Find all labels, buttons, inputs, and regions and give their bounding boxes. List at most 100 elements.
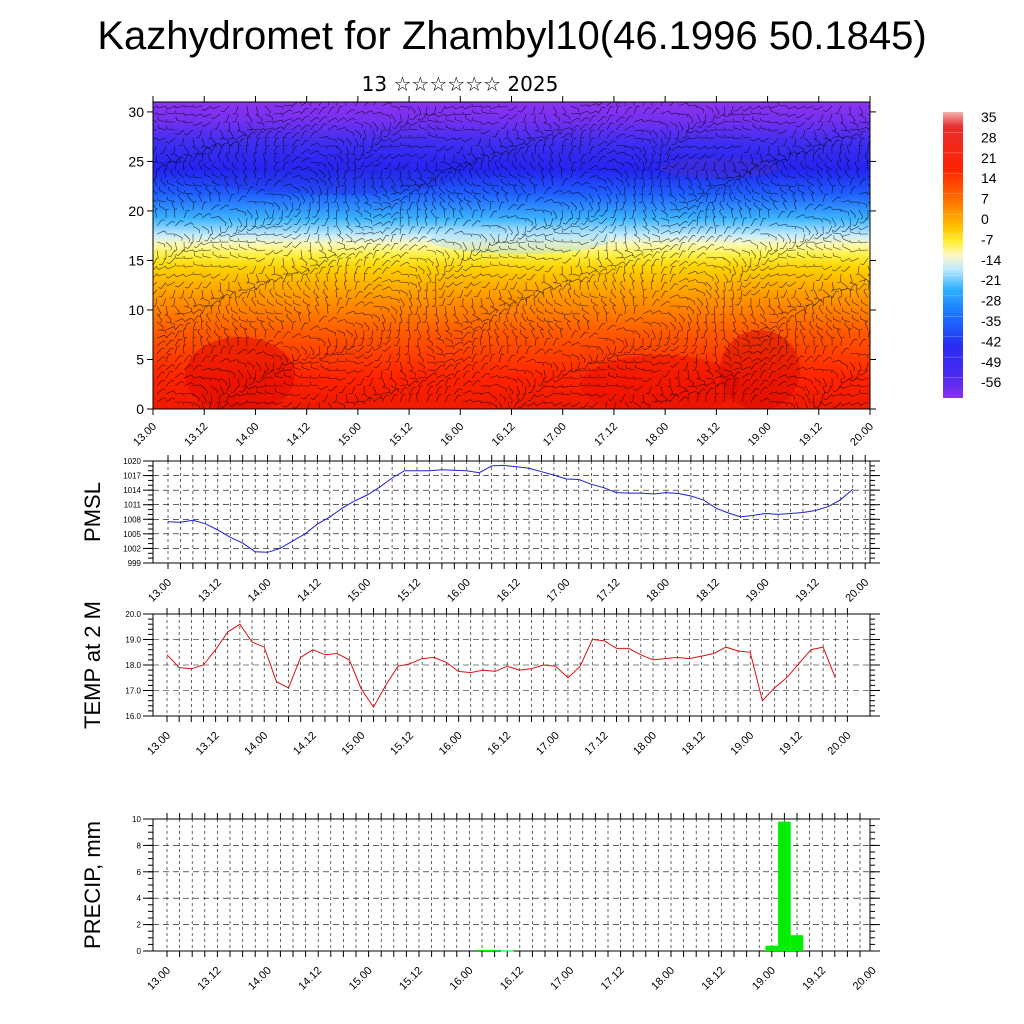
field-blob xyxy=(210,166,450,194)
precip-bar xyxy=(500,950,514,952)
y-tick-label: 999 xyxy=(128,559,142,568)
x-tick-label: 15.12 xyxy=(387,421,415,449)
x-tick-label: 16.00 xyxy=(445,577,473,605)
x-tick-label: 17.12 xyxy=(592,421,620,449)
x-tick-label: 18.12 xyxy=(700,965,728,993)
page-title: Kazhydromet for Zhambyl10(46.1996 50.184… xyxy=(97,14,927,58)
x-tick-label: 16.00 xyxy=(448,965,476,993)
y-tick-label: 2 xyxy=(137,921,142,930)
x-tick-label: 14.12 xyxy=(291,730,319,758)
x-tick-label: 14.00 xyxy=(242,730,270,758)
field-blob xyxy=(580,355,740,409)
colorbar-label: 35 xyxy=(981,109,997,125)
x-tick-label: 19.12 xyxy=(777,730,805,758)
colorbar-label: -49 xyxy=(981,354,1001,370)
x-tick-label: 13.00 xyxy=(145,965,173,993)
x-tick-label: 13.12 xyxy=(194,730,222,758)
x-tick-label: 17.00 xyxy=(541,421,569,449)
x-tick-label: 17.00 xyxy=(534,730,562,758)
x-tick-label: 19.00 xyxy=(728,730,756,758)
colorbar-label: 0 xyxy=(981,211,989,227)
pmsl-series-line xyxy=(167,464,854,553)
x-tick-label: 13.12 xyxy=(182,421,210,449)
y-tick-label: 18.0 xyxy=(125,661,141,670)
y-tick-label: 6 xyxy=(137,868,142,877)
x-tick-label: 19.12 xyxy=(794,577,822,605)
x-tick-label: 16.00 xyxy=(438,421,466,449)
x-tick-label: 13.00 xyxy=(146,577,174,605)
x-tick-label: 19.12 xyxy=(797,421,825,449)
colorbar-label: -35 xyxy=(981,313,1001,329)
x-tick-label: 18.00 xyxy=(631,730,659,758)
x-tick-label: 14.12 xyxy=(296,965,324,993)
x-tick-label: 15.00 xyxy=(347,965,375,993)
x-tick-label: 16.12 xyxy=(495,577,523,605)
y-tick-label: 1008 xyxy=(123,515,141,524)
x-tick-label: 18.12 xyxy=(695,421,723,449)
x-tick-label: 19.00 xyxy=(750,965,778,993)
x-tick-label: 15.12 xyxy=(397,965,425,993)
colorbar-label: 7 xyxy=(981,191,989,207)
x-tick-label: 14.00 xyxy=(246,577,274,605)
x-tick-label: 17.12 xyxy=(599,965,627,993)
y-tick-label: 16.0 xyxy=(125,712,141,721)
precip-bar xyxy=(488,949,501,951)
y-tick-label: 17.0 xyxy=(125,687,141,696)
x-tick-label: 15.00 xyxy=(336,421,364,449)
colorbar-label: -14 xyxy=(981,252,1001,268)
x-tick-label: 16.00 xyxy=(437,730,465,758)
wind-barb-paths xyxy=(153,102,870,409)
x-tick-label: 20.00 xyxy=(826,730,854,758)
colorbar-label: -42 xyxy=(981,333,1001,349)
precip-bar xyxy=(778,821,791,951)
y-tick-label: 30 xyxy=(128,104,144,120)
x-tick-label: 17.12 xyxy=(583,730,611,758)
colorbar-label: -28 xyxy=(981,293,1001,309)
colorbar-label: 14 xyxy=(981,170,997,186)
x-tick-label: 19.00 xyxy=(746,421,774,449)
pmsl-frame xyxy=(152,460,871,564)
precip-frame xyxy=(152,818,871,952)
x-tick-label: 13.00 xyxy=(131,421,159,449)
y-tick-label: 15 xyxy=(128,252,144,268)
y-tick-label: 1002 xyxy=(123,544,141,553)
wind-barbs xyxy=(153,102,870,409)
y-tick-label: 0 xyxy=(136,401,144,417)
field-blob xyxy=(185,337,295,409)
y-tick-label: 0 xyxy=(137,947,142,956)
y-tick-label: 4 xyxy=(137,894,142,903)
y-tick-label: 20 xyxy=(128,203,144,219)
x-tick-label: 15.12 xyxy=(395,577,423,605)
y-tick-label: 19.0 xyxy=(125,636,141,645)
x-tick-label: 16.12 xyxy=(490,421,518,449)
y-tick-label: 10 xyxy=(128,302,144,318)
x-tick-label: 16.12 xyxy=(498,965,526,993)
colorbar-label: -7 xyxy=(981,231,994,247)
x-tick-label: 16.12 xyxy=(485,730,513,758)
y-tick-label: 10 xyxy=(132,815,141,824)
x-tick-label: 18.12 xyxy=(680,730,708,758)
field-blob xyxy=(430,226,610,254)
precip-bar xyxy=(475,949,489,951)
x-tick-label: 18.12 xyxy=(694,577,722,605)
x-tick-label: 15.12 xyxy=(388,730,416,758)
x-tick-label: 17.00 xyxy=(548,965,576,993)
x-tick-label: 17.12 xyxy=(594,577,622,605)
y-tick-label: 5 xyxy=(136,351,144,367)
x-tick-label: 18.00 xyxy=(643,421,671,449)
pmsl-axis-title: PMSL xyxy=(80,482,105,542)
x-tick-label: 18.00 xyxy=(644,577,672,605)
x-tick-label: 15.00 xyxy=(345,577,373,605)
y-tick-label: 1011 xyxy=(124,501,142,510)
x-tick-label: 20.00 xyxy=(851,965,879,993)
x-tick-label: 19.00 xyxy=(744,577,772,605)
field-blob xyxy=(660,158,780,178)
y-tick-label: 8 xyxy=(137,841,142,850)
x-tick-label: 20.00 xyxy=(843,577,871,605)
colorbar-label: 21 xyxy=(981,150,997,166)
precip-bar xyxy=(790,935,804,951)
precip-bar xyxy=(765,945,779,951)
colorbar-label: -56 xyxy=(981,374,1001,390)
x-tick-label: 14.00 xyxy=(234,421,262,449)
